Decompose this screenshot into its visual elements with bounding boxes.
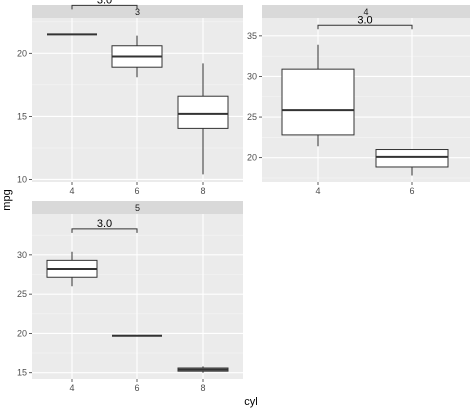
x-tick-label: 6: [134, 383, 139, 393]
significance-bracket: [71, 4, 138, 10]
box-8: [177, 366, 229, 373]
y-tick-label: 30: [17, 250, 27, 260]
x-axis-title: cyl: [244, 396, 257, 408]
significance-bracket: [317, 24, 413, 30]
box-6: [111, 35, 163, 78]
box-8: [177, 63, 229, 175]
significance-bracket: [71, 228, 138, 233]
y-tick-label: 20: [17, 328, 27, 338]
y-tick-label: 25: [247, 112, 257, 122]
facet-strip: [32, 201, 243, 214]
bracket-label: 3.0: [357, 14, 372, 26]
facet-panel-5: 5 15 20 25 30 4 6 8 3.0: [17, 201, 243, 393]
x-tick-label: 4: [69, 383, 74, 393]
x-tick-label: 8: [200, 186, 205, 196]
y-tick-label: 35: [247, 31, 257, 41]
x-tick-label: 6: [409, 186, 414, 196]
y-tick-label: 30: [247, 71, 257, 81]
x-tick-label: 4: [315, 186, 320, 196]
interquartile-box: [177, 95, 229, 129]
box-4: [281, 44, 355, 147]
box-4: [46, 251, 98, 287]
interquartile-box: [281, 68, 355, 136]
interquartile-box: [375, 149, 449, 168]
facet-strip-label: 3: [135, 7, 140, 17]
y-tick-label: 10: [17, 174, 27, 184]
y-tick-label: 15: [17, 111, 27, 121]
facet-panel-4: 4 20 25 30 35 4 6 3.0: [247, 5, 470, 196]
facet-strip: [262, 5, 470, 18]
box-6: [375, 149, 449, 176]
x-tick-label: 4: [69, 186, 74, 196]
y-tick-label: 20: [247, 153, 257, 163]
facet-strip-label: 5: [135, 203, 140, 213]
facet-panel-3: 3 10 15 20 4 6 8 3.0: [17, 0, 243, 196]
y-tick-label: 20: [17, 48, 27, 58]
bracket-label: 3.0: [97, 0, 112, 6]
y-axis-title: mpg: [1, 189, 13, 210]
facet-strip-label: 4: [363, 7, 368, 17]
y-tick-label: 15: [17, 368, 27, 378]
facet-strip: [32, 5, 243, 18]
x-tick-label: 6: [134, 186, 139, 196]
x-tick-label: 8: [200, 383, 205, 393]
bracket-label: 3.0: [97, 218, 112, 230]
y-tick-label: 25: [17, 289, 27, 299]
